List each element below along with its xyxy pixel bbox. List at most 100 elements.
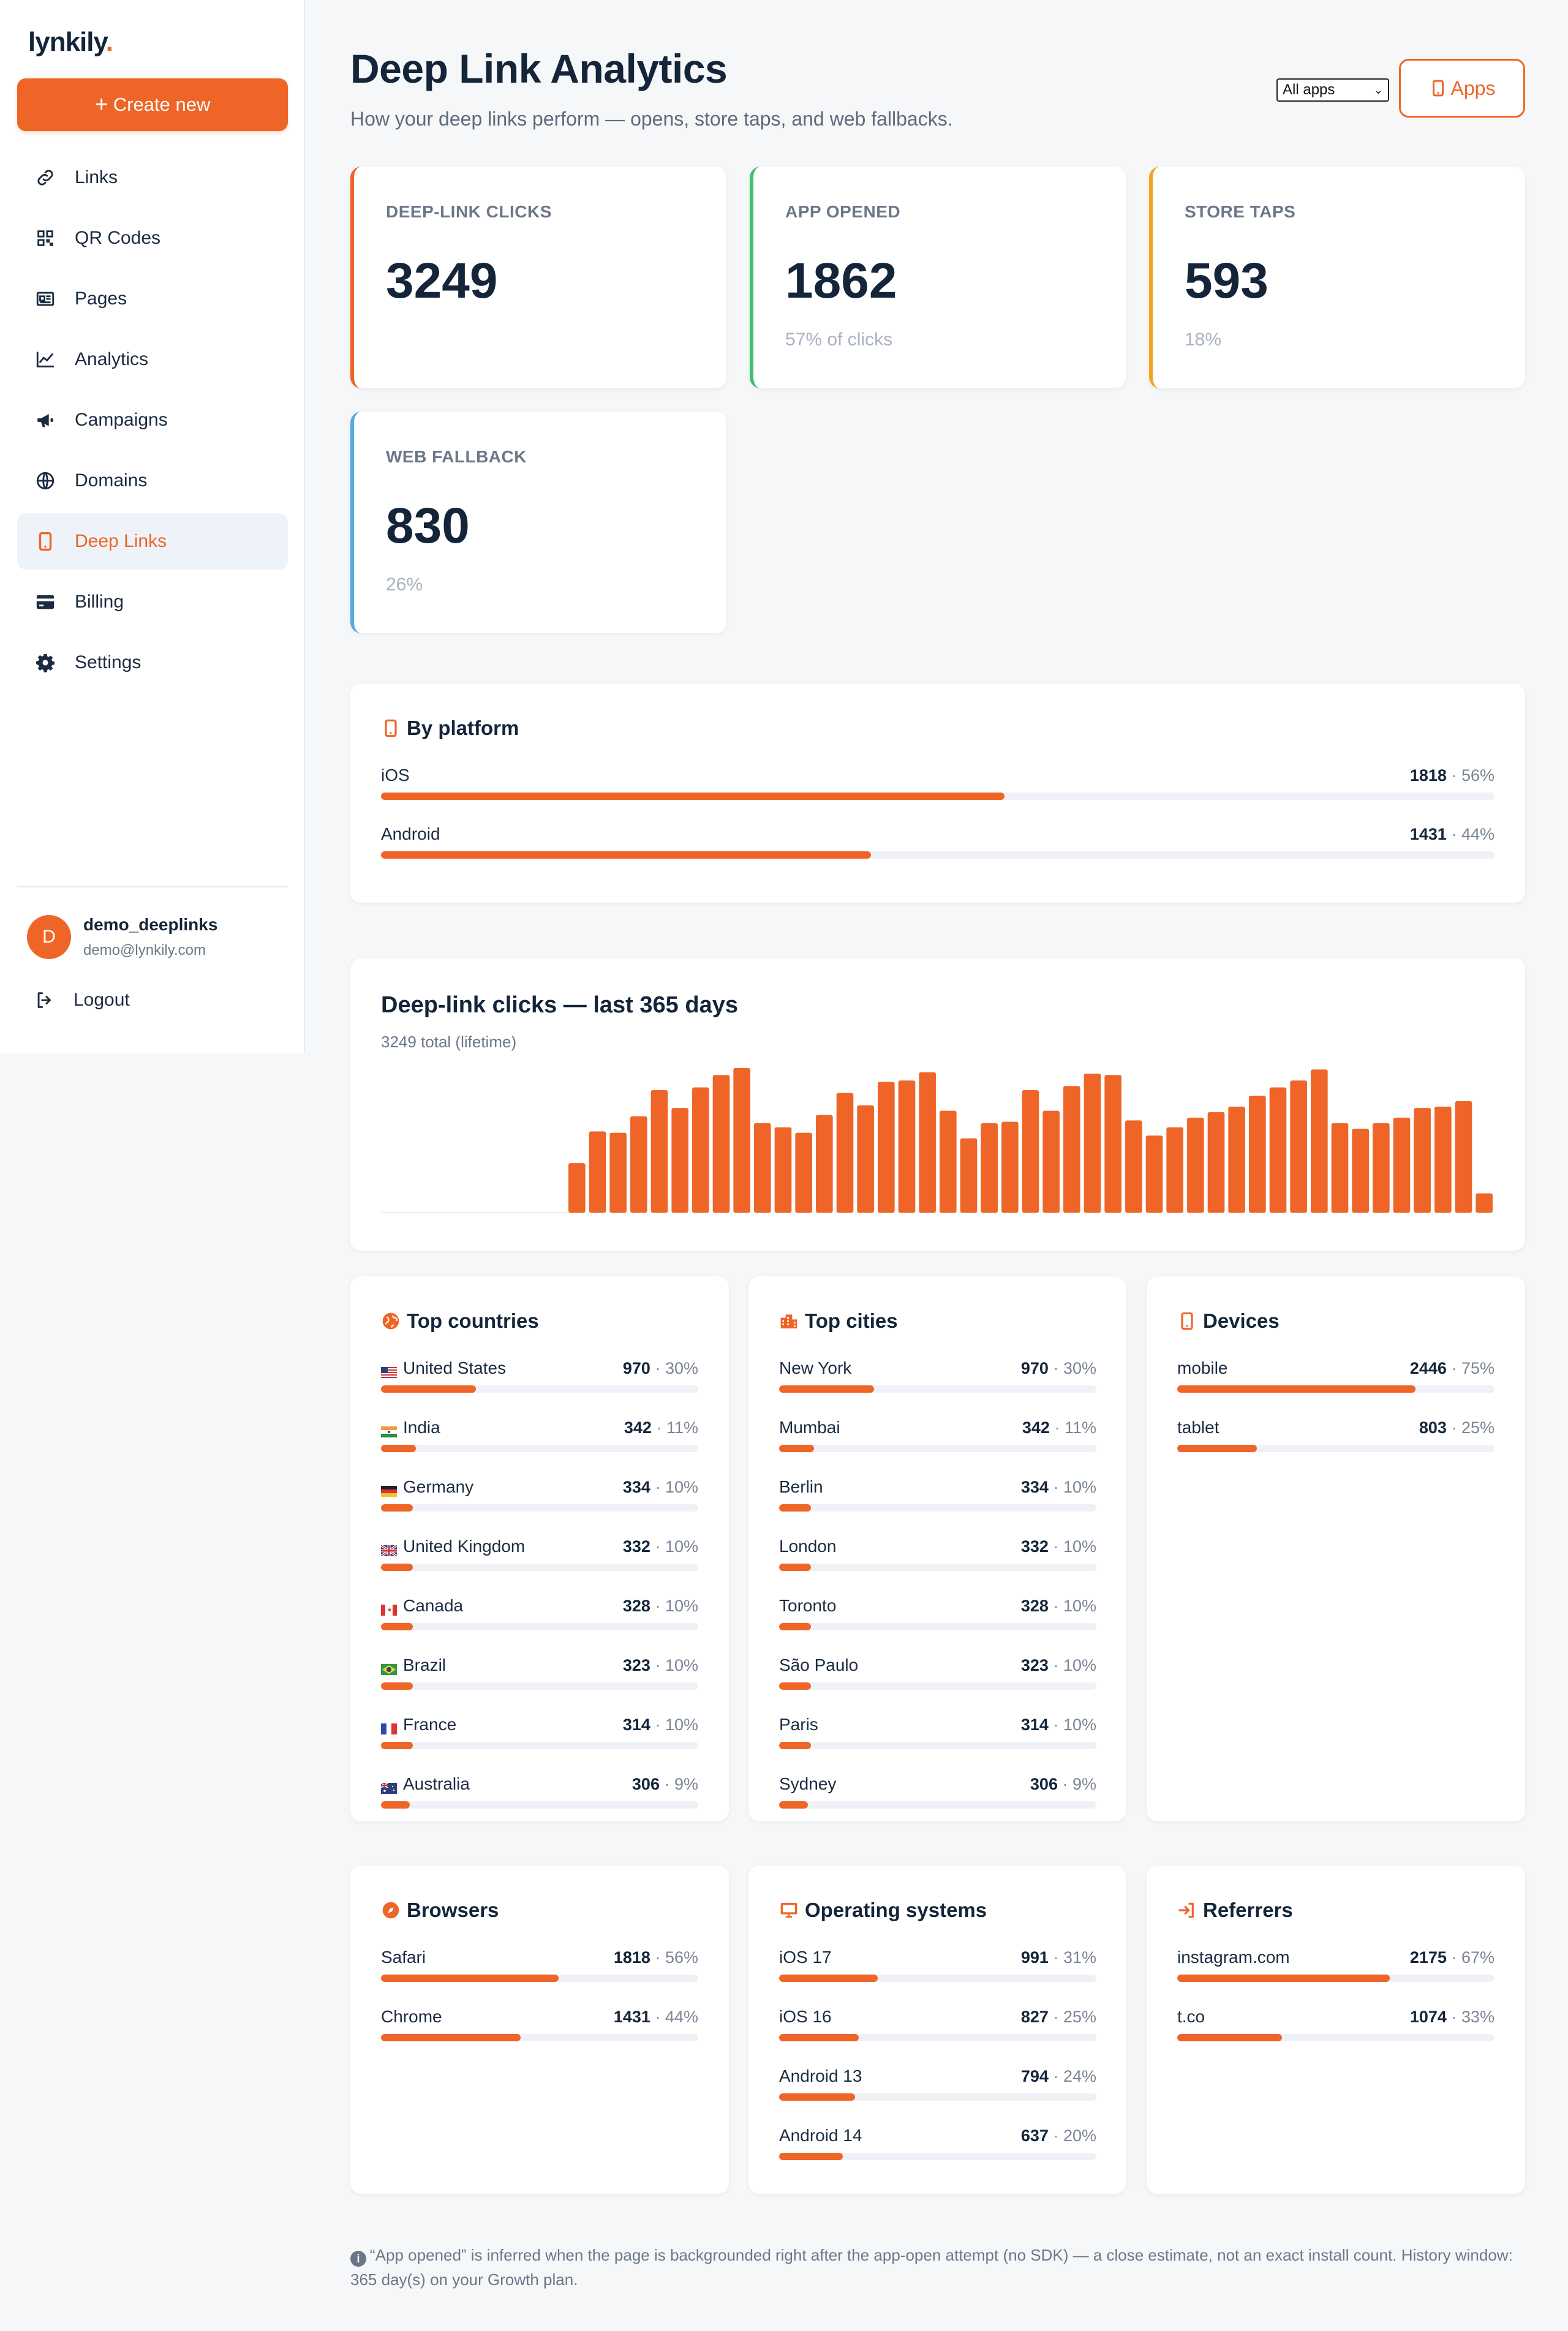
chart-bar[interactable]	[403, 1212, 421, 1213]
chart-bar[interactable]	[1393, 1117, 1411, 1213]
brand-logo[interactable]: lynkily.	[28, 27, 113, 58]
chart-bar[interactable]	[589, 1131, 606, 1213]
chart-bar[interactable]	[919, 1072, 936, 1213]
bar-row-india: India 342 · 11%	[381, 1415, 698, 1452]
bar-percent: 56%	[665, 1948, 698, 1967]
chart-bar[interactable]	[1022, 1090, 1039, 1213]
chart-bar[interactable]	[1001, 1121, 1019, 1213]
devices-panel: Devices mobile 2446 · 75% tablet 803 · 25%	[1147, 1276, 1525, 1821]
chart-bar[interactable]	[445, 1212, 462, 1213]
chart-bar[interactable]	[1228, 1106, 1245, 1213]
bar-label-text: Australia	[403, 1774, 470, 1793]
logout-button[interactable]: Logout	[34, 990, 130, 1011]
sidebar-item-links[interactable]: Links	[17, 149, 288, 206]
app-filter-select[interactable]: All apps ⌄	[1276, 78, 1389, 102]
chart-bar[interactable]	[1290, 1080, 1307, 1213]
chart-bar[interactable]	[774, 1127, 792, 1213]
sidebar-item-domains[interactable]: Domains	[17, 453, 288, 509]
chart-bar[interactable]	[1331, 1123, 1349, 1213]
chart-bar[interactable]	[1042, 1110, 1060, 1213]
bar-percent: 10%	[665, 1596, 698, 1615]
operating-systems-panel: Operating systems iOS 17 991 · 31% iOS 16 8…	[748, 1866, 1126, 2194]
browsers-panel: Browsers Safari 1818 · 56% Chrome 1431 · 44…	[350, 1866, 729, 2194]
bar-fill	[779, 1623, 811, 1630]
chart-bar[interactable]	[1125, 1120, 1142, 1213]
chart-bar[interactable]	[465, 1212, 483, 1213]
chart-bar[interactable]	[1145, 1135, 1163, 1213]
chart-bar[interactable]	[1104, 1075, 1121, 1213]
chart-bar[interactable]	[1476, 1193, 1493, 1213]
bar-count: 332	[622, 1537, 650, 1556]
sidebar-item-deep-links[interactable]: Deep Links	[17, 513, 288, 570]
chart-bar[interactable]	[1207, 1112, 1225, 1213]
chart-bar[interactable]	[383, 1212, 400, 1213]
sidebar-item-campaigns[interactable]: Campaigns	[17, 392, 288, 448]
chart-bar[interactable]	[733, 1068, 750, 1213]
bar-row-header: Chrome 1431 · 44%	[381, 2005, 698, 2029]
chart-bar[interactable]	[609, 1132, 627, 1213]
chart-bar[interactable]	[1084, 1073, 1101, 1213]
sidebar-item-billing[interactable]: Billing	[17, 574, 288, 630]
bar-row-value: 323 · 10%	[1021, 1656, 1096, 1675]
chevron-down-icon: ⌄	[1373, 83, 1383, 96]
brand-dot: .	[105, 27, 113, 57]
chart-bar[interactable]	[816, 1115, 833, 1213]
chart-bar[interactable]	[878, 1082, 895, 1213]
chart-bar[interactable]	[568, 1163, 586, 1213]
sidebar-item-settings[interactable]: Settings	[17, 635, 288, 691]
top-countries-panel: Top countries United States 970 · 30% Indi…	[350, 1276, 729, 1821]
chart-bar[interactable]	[1373, 1123, 1390, 1213]
sidebar-item-pages[interactable]: Pages	[17, 271, 288, 327]
bar-label-text: Canada	[403, 1596, 464, 1615]
panel-title-text: By platform	[407, 717, 519, 739]
logout-icon	[37, 992, 51, 1008]
chart-bar[interactable]	[857, 1105, 874, 1213]
chart-bar[interactable]	[1414, 1108, 1431, 1213]
chart-bar[interactable]	[692, 1087, 709, 1213]
chart-bar[interactable]	[1249, 1095, 1266, 1213]
chart-bar[interactable]	[527, 1212, 545, 1213]
chart-bar[interactable]	[712, 1075, 730, 1213]
chart-bar[interactable]	[671, 1108, 688, 1213]
analytics-icon	[34, 348, 56, 371]
bar-row-value: 991 · 31%	[1021, 1948, 1096, 1967]
sidebar-item-analytics[interactable]: Analytics	[17, 331, 288, 388]
chart-bar[interactable]	[1352, 1128, 1369, 1213]
chart-bar[interactable]	[960, 1138, 978, 1213]
create-new-button[interactable]: + Create new	[17, 78, 288, 131]
chart-bar[interactable]	[898, 1080, 916, 1213]
chart-bar[interactable]	[1311, 1069, 1328, 1213]
create-new-label: Create new	[113, 94, 211, 115]
chart-bar[interactable]	[1187, 1117, 1204, 1213]
sidebar-item-label: Campaigns	[75, 410, 168, 430]
chart-bar[interactable]	[1269, 1087, 1287, 1213]
chart-bar[interactable]	[836, 1093, 854, 1213]
bar-separator: ·	[1446, 1418, 1461, 1437]
bar-fill	[381, 851, 871, 859]
apps-button[interactable]: Apps	[1399, 59, 1525, 118]
chart-bar[interactable]	[630, 1116, 647, 1213]
chart-bar[interactable]	[650, 1090, 668, 1213]
bar-fill	[779, 1801, 808, 1809]
chart-bar[interactable]	[548, 1212, 565, 1213]
bar-fill	[1177, 1385, 1415, 1393]
bar-row-header: London 332 · 10%	[779, 1534, 1096, 1559]
chart-bar[interactable]	[795, 1132, 812, 1213]
bar-separator: ·	[1048, 1715, 1063, 1734]
chart-bar[interactable]	[1434, 1106, 1452, 1213]
stat-label: DEEP-LINK CLICKS	[386, 202, 552, 221]
chart-bar[interactable]	[754, 1123, 771, 1213]
chart-bar[interactable]	[981, 1123, 998, 1213]
chart-bar[interactable]	[486, 1212, 503, 1213]
chart-bar[interactable]	[1455, 1101, 1472, 1213]
user-profile[interactable]: D demo_deeplinks demo@lynkily.com	[27, 915, 217, 959]
chart-bar[interactable]	[1166, 1127, 1183, 1213]
chart-bar[interactable]	[424, 1212, 441, 1213]
chart-bar[interactable]	[1063, 1086, 1080, 1213]
sidebar-item-qr-codes[interactable]: QR Codes	[17, 210, 288, 266]
chart-bar[interactable]	[507, 1212, 524, 1213]
chart-bar[interactable]	[940, 1110, 957, 1213]
bar-row-value: 323 · 10%	[623, 1656, 698, 1675]
stat-value: 830	[386, 498, 470, 554]
bar-fill	[779, 1445, 814, 1452]
